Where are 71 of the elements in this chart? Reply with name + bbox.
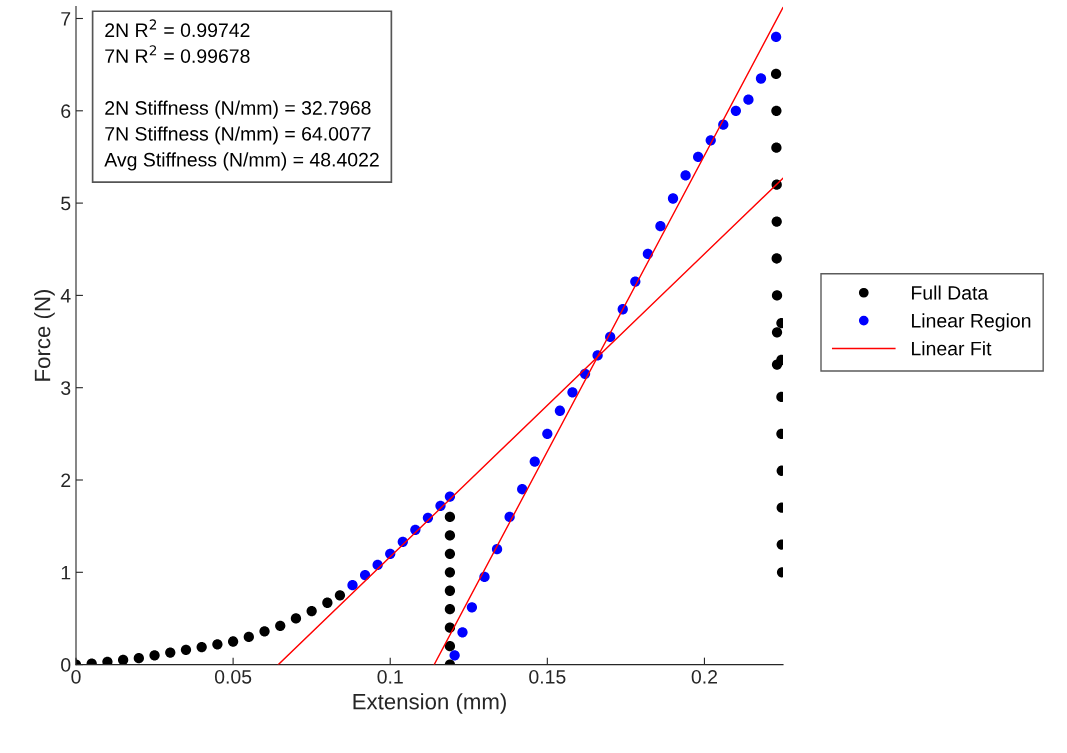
- point: [102, 656, 113, 665]
- point: [133, 652, 144, 664]
- y-tick-label: 6: [61, 104, 71, 119]
- point: [771, 290, 783, 301]
- point: [770, 68, 782, 80]
- point: [693, 151, 704, 163]
- point: [449, 650, 460, 661]
- y-tick-label: 2: [61, 473, 71, 488]
- y-tick-label: 5: [61, 196, 71, 211]
- point: [306, 605, 317, 617]
- point: [529, 456, 540, 467]
- point: [770, 31, 782, 43]
- point: [444, 640, 456, 652]
- y-tick-label: 3: [61, 381, 71, 395]
- point: [334, 590, 346, 601]
- point: [165, 647, 176, 658]
- point: [680, 170, 691, 181]
- y-tick-label: 7: [61, 12, 71, 26]
- y-tick-label: 1: [61, 565, 71, 580]
- point: [567, 387, 578, 398]
- point: [275, 620, 286, 631]
- point: [517, 484, 528, 495]
- point: [322, 597, 333, 608]
- legend-label: Linear Fit: [912, 341, 992, 356]
- point: [743, 94, 754, 105]
- point: [771, 327, 783, 338]
- point: [466, 602, 478, 613]
- point: [771, 216, 782, 227]
- point: [290, 613, 302, 624]
- x-tick-label: 0.15: [529, 669, 566, 684]
- point: [444, 585, 456, 596]
- annotation: 2N R$^{2}$ = 0.99742: [105, 19, 250, 38]
- point: [444, 567, 456, 578]
- y-axis-title: Force (N): [34, 290, 55, 381]
- x-tick-label: 0.05: [214, 669, 252, 684]
- annotation: Avg Stiffness (N/mm) = 48.4022: [104, 152, 379, 171]
- point: [259, 626, 270, 637]
- point: [227, 636, 239, 647]
- point: [667, 193, 679, 204]
- annotation: 2N Stiffness (N/mm) = 32.7968: [105, 100, 371, 119]
- point: [771, 253, 782, 264]
- point: [347, 580, 358, 591]
- point: [196, 641, 207, 653]
- point: [771, 105, 782, 116]
- point: [771, 142, 782, 153]
- point: [444, 530, 456, 541]
- point: [117, 654, 129, 665]
- y-tick-label: 0: [61, 658, 71, 672]
- annotation: 7N R$^{2}$ = 0.99678: [105, 45, 250, 63]
- point: [359, 569, 371, 581]
- legend-label: Linear Region: [912, 313, 1031, 332]
- x-tick-label: 0.1: [377, 669, 403, 684]
- legend-label: Full Data: [912, 285, 989, 300]
- x-tick-label: 0: [71, 669, 81, 684]
- x-tick-label: 0.2: [691, 669, 717, 684]
- y-tick-label: 4: [60, 289, 71, 303]
- point: [554, 405, 566, 416]
- point: [457, 627, 468, 638]
- point: [755, 73, 767, 84]
- point: [655, 221, 666, 232]
- annotation: 7N Stiffness (N/mm) = 64.0077: [105, 126, 371, 145]
- point: [180, 644, 192, 655]
- point: [444, 604, 456, 615]
- point: [730, 105, 742, 116]
- point: [243, 631, 254, 643]
- point: [212, 639, 223, 650]
- point: [149, 650, 160, 661]
- x-axis-title: Extension (mm): [353, 693, 506, 714]
- point: [542, 428, 553, 439]
- point: [444, 511, 456, 523]
- point: [444, 548, 456, 559]
